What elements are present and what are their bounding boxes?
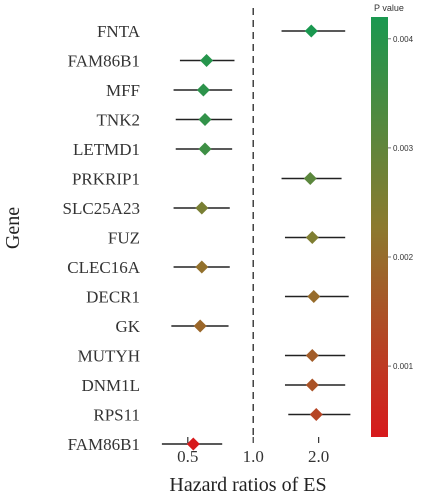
gene-label: SLC25A23 — [63, 199, 140, 218]
p-value-legend: P value 0.001 0.002 0.003 0.004 — [371, 3, 414, 437]
legend-tick-label: 0.001 — [393, 362, 414, 371]
y-axis-title: Gene — [2, 207, 24, 249]
legend-title: P value — [374, 3, 404, 13]
hazard-ratio-point — [195, 201, 209, 215]
forest-row: GK — [115, 317, 229, 336]
hazard-ratio-point — [304, 24, 318, 38]
x-axis-title: Hazard ratios of ES — [169, 474, 326, 496]
legend-tick-label: 0.003 — [393, 144, 414, 153]
hazard-ratio-point — [196, 83, 210, 97]
hazard-ratio-point — [200, 54, 214, 67]
forest-row: MUTYH — [78, 347, 346, 366]
forest-row: DNM1L — [81, 376, 346, 395]
hazard-ratio-point — [305, 349, 319, 362]
gene-label: FAM86B1 — [68, 435, 140, 454]
hazard-ratio-point — [303, 172, 317, 185]
hazard-ratio-point — [307, 290, 321, 303]
gene-label: PRKRIP1 — [72, 170, 140, 189]
gene-label: LETMD1 — [73, 140, 140, 159]
forest-row: CLEC16A — [67, 258, 230, 277]
forest-row: PRKRIP1 — [72, 170, 342, 189]
gene-label: FUZ — [108, 229, 140, 248]
forest-row: FUZ — [108, 229, 346, 248]
legend-tick-label: 0.002 — [393, 253, 414, 262]
hazard-ratio-point — [309, 408, 323, 421]
gene-label: MUTYH — [78, 347, 140, 366]
forest-row: MFF — [106, 81, 233, 100]
gene-label: DECR1 — [86, 288, 140, 307]
hazard-ratio-point — [193, 319, 207, 333]
x-tick-label: 2.0 — [308, 447, 329, 466]
x-axis: 0.5 1.0 2.0 — [177, 437, 329, 466]
gene-label: GK — [115, 317, 140, 336]
legend-tick-label: 0.004 — [393, 35, 414, 44]
gene-label: FNTA — [97, 22, 141, 41]
gene-label: TNK2 — [97, 111, 140, 130]
hazard-ratio-point — [305, 231, 319, 244]
legend-ticks: 0.001 0.002 0.003 0.004 — [388, 35, 414, 371]
forest-row: TNK2 — [97, 111, 233, 130]
forest-row: FNTA — [97, 22, 346, 41]
rows-layer: FNTA FAM86B1 MFF TNK2 LETMD1 PRKRIP1 SLC25A23 F… — [63, 22, 351, 454]
forest-row: SLC25A23 — [63, 199, 230, 218]
forest-row: FAM86B1 — [68, 52, 235, 71]
forest-row: FAM86B1 — [68, 435, 223, 454]
gene-label: RPS11 — [93, 406, 140, 425]
hazard-ratio-point — [195, 260, 209, 274]
hazard-ratio-point — [305, 378, 319, 392]
x-tick-label: 0.5 — [177, 447, 198, 466]
hazard-ratio-point — [198, 113, 212, 126]
legend-colorbar — [371, 17, 388, 437]
hazard-ratio-point — [186, 437, 200, 451]
gene-label: DNM1L — [81, 376, 140, 395]
hazard-ratio-point — [198, 142, 212, 156]
forest-row: RPS11 — [93, 406, 351, 425]
forest-row: LETMD1 — [73, 140, 233, 159]
forest-row: DECR1 — [86, 288, 349, 307]
gene-label: FAM86B1 — [68, 52, 140, 71]
gene-label: CLEC16A — [67, 258, 140, 277]
gene-label: MFF — [106, 81, 140, 100]
x-tick-label: 1.0 — [243, 447, 264, 466]
